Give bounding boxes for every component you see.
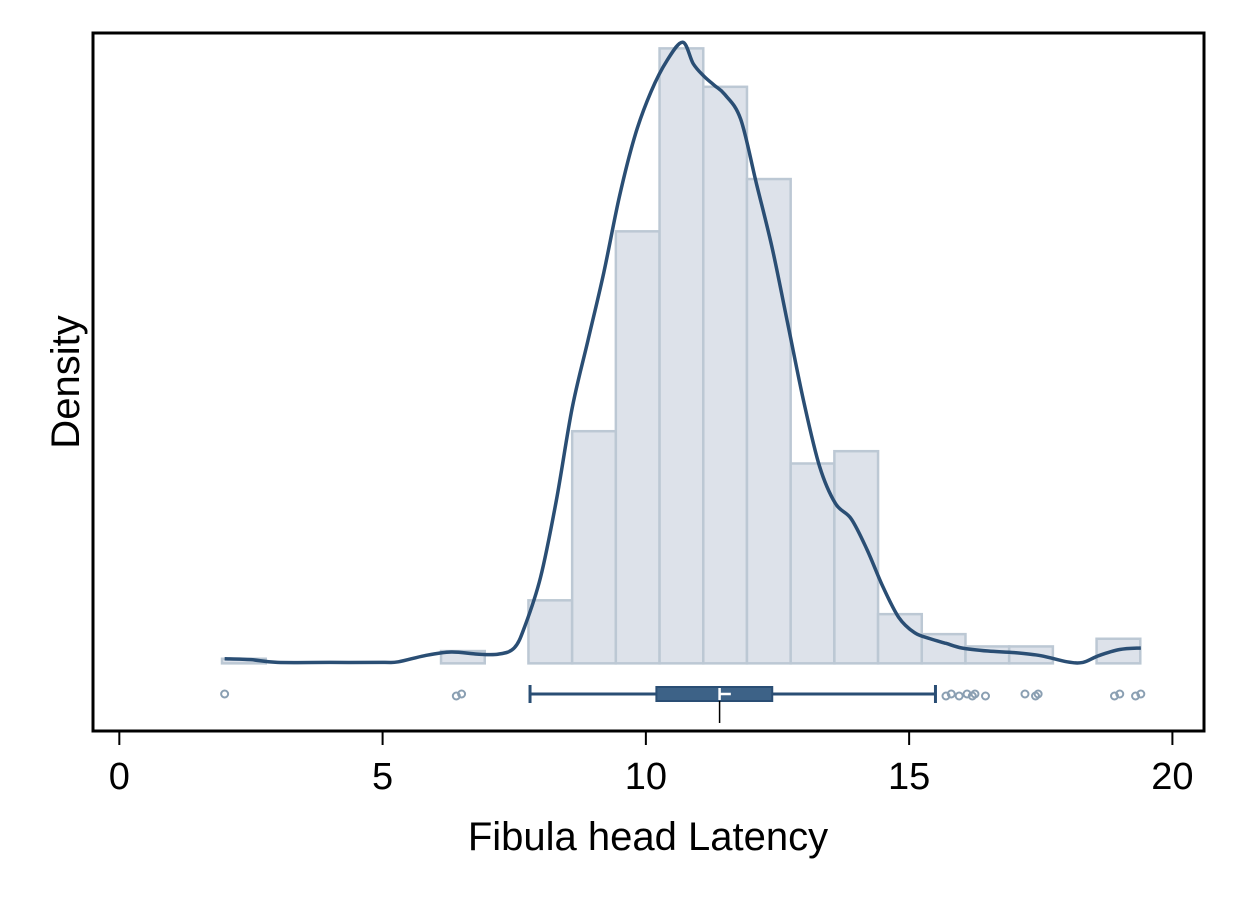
boxplot-outlier-point	[980, 691, 990, 701]
boxplot-outlier-point	[1020, 689, 1030, 699]
x-axis: 0 5 10 15 20	[109, 731, 1194, 798]
density-curve-group	[224, 40, 1141, 665]
x-tick-label: 15	[888, 756, 930, 798]
x-tick-label: 5	[372, 756, 393, 798]
histogram-bar	[876, 612, 924, 665]
x-tick-label: 10	[625, 756, 667, 798]
boxplot-outlier-point	[954, 691, 964, 701]
boxplot-box	[655, 686, 774, 702]
histogram-bar	[658, 47, 705, 665]
histogram-bar	[702, 85, 749, 665]
x-tick-label: 20	[1151, 756, 1193, 798]
boxplot-outlier-point	[946, 689, 956, 699]
histogram-bar	[745, 177, 792, 665]
y-axis-title: Density	[44, 315, 88, 448]
boxplot-outlier-point	[1136, 689, 1146, 699]
histogram-bars	[220, 47, 1142, 665]
boxplot-outlier-point	[220, 689, 230, 699]
boxplot-outlier-point	[970, 689, 980, 699]
x-axis-title: Fibula head Latency	[468, 815, 828, 859]
boxplot-outlier-point	[457, 689, 467, 699]
histogram-bar	[527, 599, 574, 665]
histogram-bar	[614, 230, 661, 665]
histogram-bar	[570, 429, 618, 665]
boxplot	[220, 685, 1146, 723]
x-tick-label: 0	[109, 756, 130, 798]
density-curve	[224, 40, 1141, 665]
boxplot-outlier-point	[1115, 689, 1125, 699]
boxplot-outlier-point	[1033, 689, 1043, 699]
histogram-bar	[789, 462, 836, 665]
